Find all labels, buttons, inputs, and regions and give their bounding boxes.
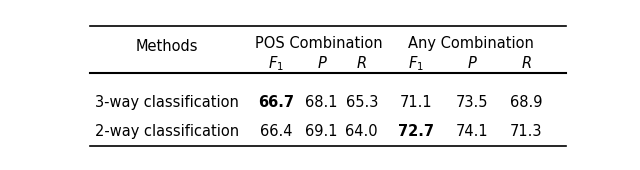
Text: R: R xyxy=(356,56,367,71)
Text: 71.1: 71.1 xyxy=(400,95,433,110)
Text: 64.0: 64.0 xyxy=(346,124,378,139)
Text: P: P xyxy=(317,56,326,71)
Text: 66.4: 66.4 xyxy=(260,124,292,139)
Text: 66.7: 66.7 xyxy=(258,95,294,110)
Text: 3-way classification: 3-way classification xyxy=(95,95,239,110)
Text: 69.1: 69.1 xyxy=(305,124,338,139)
Text: $F_1$: $F_1$ xyxy=(268,54,284,73)
Text: 72.7: 72.7 xyxy=(398,124,435,139)
Text: 74.1: 74.1 xyxy=(456,124,488,139)
Text: 2-way classification: 2-way classification xyxy=(95,124,239,139)
Text: 68.1: 68.1 xyxy=(305,95,338,110)
Text: POS Combination: POS Combination xyxy=(255,36,382,52)
Text: 73.5: 73.5 xyxy=(456,95,488,110)
Text: Methods: Methods xyxy=(136,39,198,54)
Text: R: R xyxy=(522,56,531,71)
Text: 71.3: 71.3 xyxy=(510,124,543,139)
Text: 68.9: 68.9 xyxy=(510,95,543,110)
Text: Any Combination: Any Combination xyxy=(408,36,534,52)
Text: $F_1$: $F_1$ xyxy=(408,54,424,73)
Text: 65.3: 65.3 xyxy=(346,95,378,110)
Text: P: P xyxy=(467,56,476,71)
